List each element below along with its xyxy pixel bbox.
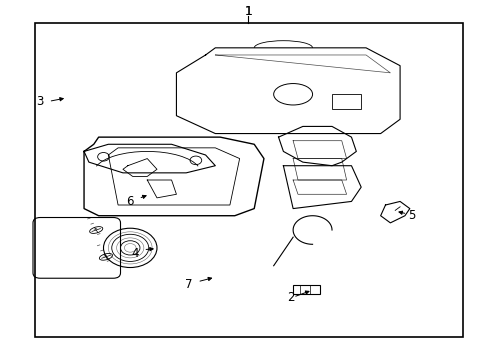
- Text: 2: 2: [286, 291, 294, 304]
- Text: 6: 6: [126, 195, 134, 208]
- Text: 7: 7: [184, 278, 192, 291]
- Bar: [35, 23, 462, 337]
- Text: 3: 3: [37, 95, 44, 108]
- Bar: [331, 94, 361, 109]
- Text: 1: 1: [244, 5, 252, 18]
- Text: 5: 5: [407, 209, 415, 222]
- Text: 4: 4: [131, 247, 139, 260]
- Text: 1: 1: [244, 5, 252, 18]
- Bar: [292, 285, 319, 294]
